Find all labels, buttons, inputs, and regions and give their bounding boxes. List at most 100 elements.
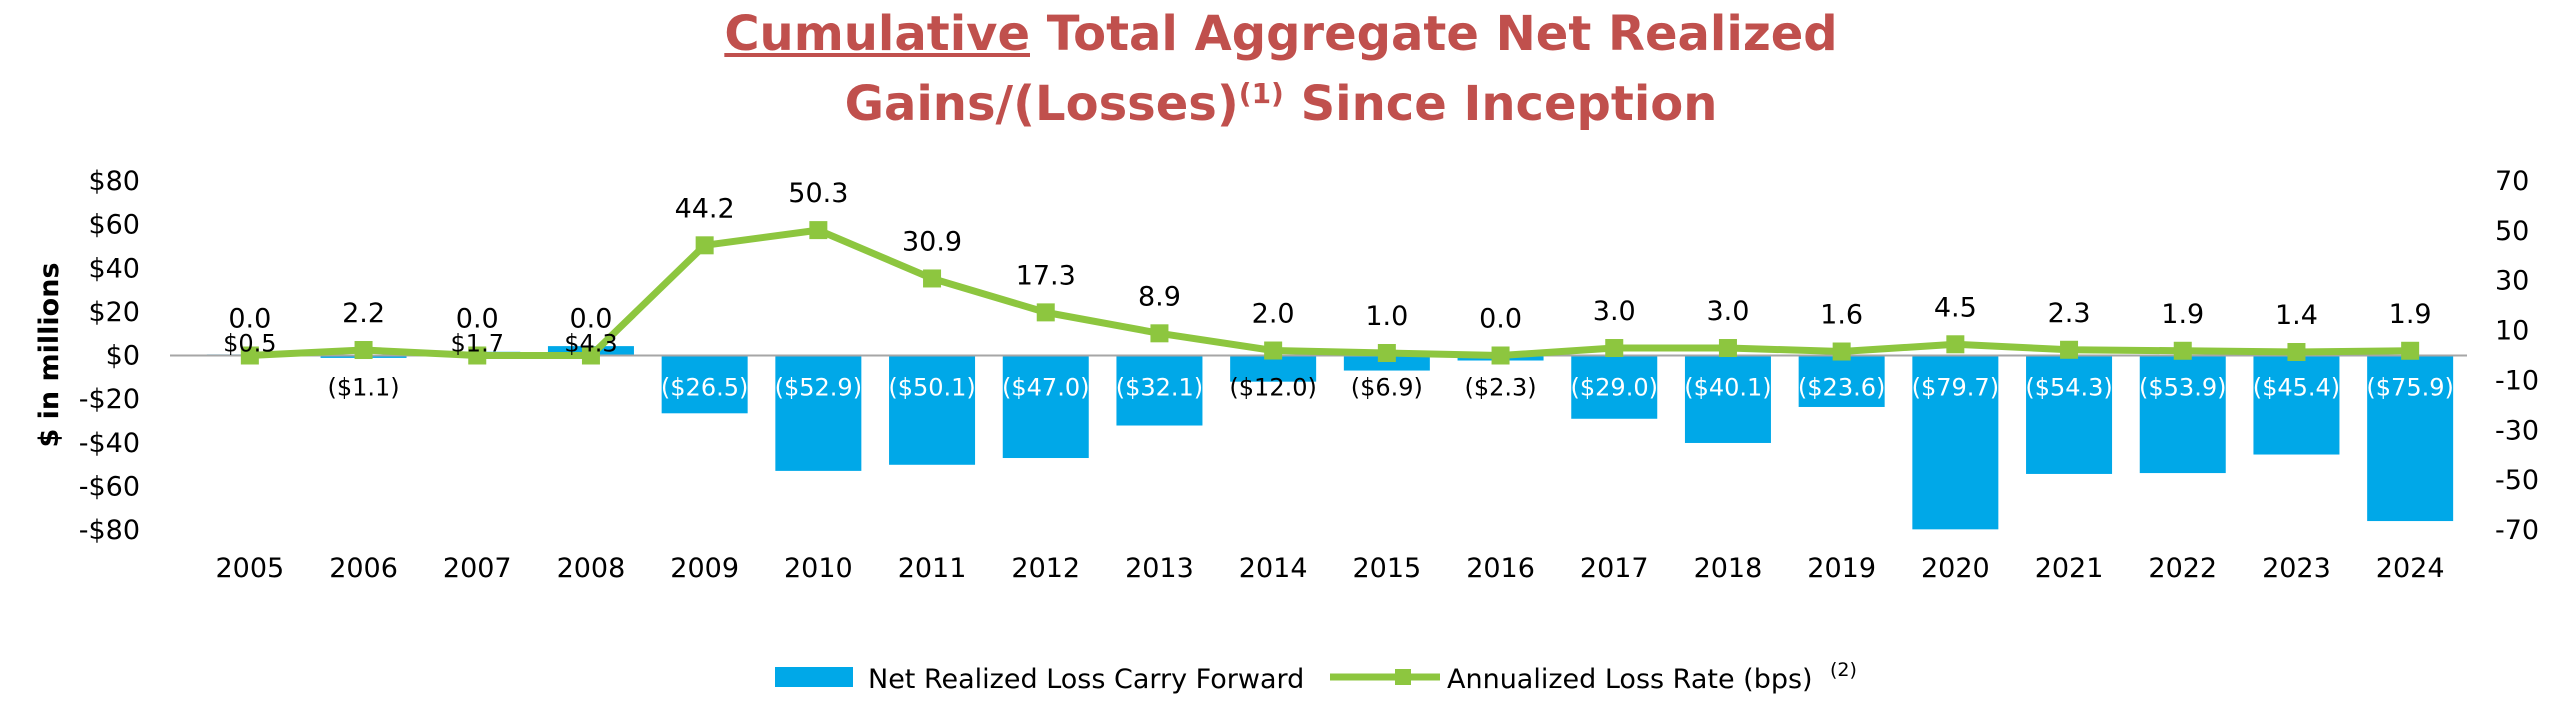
line-data-label: 0.0	[456, 304, 499, 335]
left-tick-label: $20	[88, 297, 140, 328]
title-line-2-pre: Gains/(Losses)	[844, 76, 1239, 132]
line-point-marker	[1718, 339, 1737, 358]
right-tick-label: 70	[2495, 166, 2529, 197]
title-line-2-post: Since Inception	[1300, 76, 1718, 132]
bar-data-label: ($47.0)	[1002, 374, 1089, 402]
y-axis-label: $ in millions	[34, 262, 65, 447]
title-line-2: Gains/(Losses)(1) Since Inception	[0, 64, 2562, 134]
bar-data-label: ($23.6)	[1798, 374, 1885, 402]
x-tick-label: 2020	[1921, 553, 1990, 584]
x-tick-label: 2015	[1352, 553, 1421, 584]
line-data-label: 0.0	[569, 304, 612, 335]
bar-data-label: ($54.3)	[2025, 374, 2112, 402]
bar-data-label: $1.7	[451, 330, 504, 358]
x-tick-label: 2005	[215, 553, 284, 584]
line-point-marker	[1377, 344, 1396, 363]
bar-data-label: $0.5	[223, 330, 276, 358]
bar	[889, 355, 976, 465]
x-tick-label: 2007	[443, 553, 512, 584]
line-point-marker	[923, 269, 942, 288]
bar	[1002, 355, 1089, 459]
chart-title: Cumulative Total Aggregate Net Realized …	[0, 4, 2562, 134]
line-point-marker	[240, 346, 259, 365]
right-tick-label: -30	[2495, 415, 2539, 446]
right-tick-label: 50	[2495, 216, 2529, 247]
line-point-marker	[809, 221, 828, 240]
left-tick-label: $0	[106, 341, 140, 372]
line-data-label: 1.6	[1820, 300, 1863, 331]
bar	[2253, 355, 2340, 455]
line-data-label: 17.3	[1016, 260, 1076, 291]
x-tick-label: 2022	[2148, 553, 2217, 584]
line-point-marker	[354, 341, 373, 360]
x-tick-label: 2024	[2376, 553, 2445, 584]
x-tick-label: 2009	[670, 553, 739, 584]
left-tick-label: $40	[88, 253, 140, 284]
legend-swatch-marker	[1395, 669, 1411, 685]
bar-data-label: $4.3	[564, 330, 617, 358]
legend-swatch-bar	[775, 667, 853, 687]
bar-data-label: ($32.1)	[1116, 374, 1203, 402]
line-point-marker	[1036, 303, 1055, 322]
x-axis-labels: 2005 2006 2007 2008 2009 2010 2011 2012 2013 2014…	[215, 553, 2444, 584]
title-footnote-marker: (1)	[1238, 77, 1284, 110]
line-data-label: 3.0	[1593, 296, 1636, 327]
x-tick-label: 2017	[1580, 553, 1649, 584]
x-tick-label: 2016	[1466, 553, 1535, 584]
bar-data-label: ($79.7)	[1912, 374, 1999, 402]
x-tick-label: 2012	[1011, 553, 1080, 584]
x-tick-label: 2018	[1694, 553, 1763, 584]
right-tick-label: -70	[2495, 515, 2539, 546]
right-tick-label: -50	[2495, 465, 2539, 496]
bar-data-label: ($12.0)	[1229, 374, 1316, 402]
title-line-1: Cumulative Total Aggregate Net Realized	[0, 4, 2562, 64]
line-data-label: 4.5	[1934, 292, 1977, 323]
left-tick-label: -$40	[79, 428, 140, 459]
line-point-marker	[2173, 341, 2192, 360]
line-data-label: 2.0	[1252, 299, 1295, 330]
left-tick-label: $60	[88, 210, 140, 241]
legend-footnote-marker: (2)	[1830, 659, 1857, 681]
bar	[2367, 355, 2454, 522]
bar	[2026, 355, 2113, 474]
line-data-label: 1.9	[2161, 299, 2204, 330]
line-data-label: 3.0	[1706, 296, 1749, 327]
right-axis-ticks: 70 50 30 10 -10 -30 -50 -70	[2495, 166, 2539, 546]
line-point-marker	[1832, 342, 1851, 361]
line-point-marker	[581, 346, 600, 365]
line-point-marker	[1491, 346, 1510, 365]
legend-label-line: Annualized Loss Rate (bps)	[1447, 664, 1813, 695]
line-point-marker	[468, 346, 487, 365]
line-point-marker	[2287, 343, 2306, 362]
x-tick-label: 2019	[1807, 553, 1876, 584]
bar-data-labels: $0.5 ($1.1) $1.7 $4.3 ($26.5) ($52.9) ($50.1) (…	[223, 330, 2454, 402]
legend: Net Realized Loss Carry Forward Annualiz…	[775, 659, 1857, 695]
bar	[1571, 355, 1658, 419]
bar-series	[206, 346, 2454, 530]
bar-data-label: ($75.9)	[2366, 374, 2453, 402]
line-series	[240, 221, 2420, 365]
bar	[775, 355, 862, 471]
bar	[1343, 355, 1430, 371]
line-data-labels: 0.0 2.2 0.0 0.0 44.2 50.3 30.9 17.3 8.9 2.0 1.0 0.0…	[228, 178, 2431, 334]
line-point-marker	[1150, 324, 1169, 343]
line-data-label: 8.9	[1138, 281, 1181, 312]
bar-data-label: ($53.9)	[2139, 374, 2226, 402]
bar-data-label: ($50.1)	[888, 374, 975, 402]
bar	[1684, 355, 1771, 443]
left-tick-label: -$60	[79, 471, 140, 502]
x-tick-label: 2010	[784, 553, 853, 584]
line-data-label: 1.0	[1365, 301, 1408, 332]
bar-data-label: ($2.3)	[1464, 374, 1536, 402]
left-tick-label: -$80	[79, 515, 140, 546]
bar-data-label: ($29.0)	[1571, 374, 1658, 402]
bar	[1230, 355, 1317, 382]
line-data-label: 0.0	[228, 304, 271, 335]
line-data-label: 1.9	[2389, 299, 2432, 330]
bar	[661, 355, 748, 414]
bar-data-label: ($26.5)	[661, 374, 748, 402]
x-tick-label: 2021	[2035, 553, 2104, 584]
line-point-marker	[1946, 335, 1965, 354]
bar	[1798, 355, 1885, 407]
